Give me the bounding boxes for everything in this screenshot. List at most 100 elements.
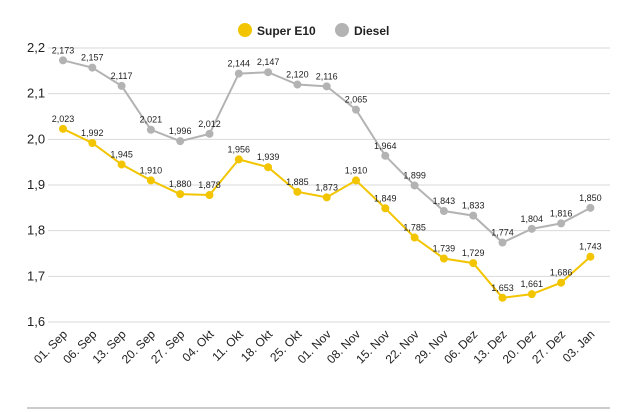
data-point-super-e10 [176, 190, 185, 199]
data-label-super-e10: 1,992 [81, 128, 104, 138]
data-label-diesel: 2,144 [228, 59, 251, 69]
data-label-diesel: 2,065 [345, 95, 368, 105]
data-point-diesel [88, 63, 97, 72]
data-point-super-e10 [527, 290, 536, 299]
data-point-diesel [498, 238, 507, 247]
x-tick-label: 18. Okt [238, 327, 276, 365]
data-point-super-e10 [205, 191, 214, 200]
data-label-diesel: 2,117 [111, 71, 133, 81]
data-point-super-e10 [586, 252, 595, 261]
data-label-diesel: 2,012 [198, 119, 221, 129]
legend-item-super-e10: Super E10 [238, 23, 316, 38]
y-tick-label: 2,1 [27, 86, 45, 101]
data-point-super-e10 [322, 193, 331, 202]
data-label-super-e10: 1,661 [521, 279, 544, 289]
data-label-super-e10: 1,910 [345, 165, 368, 175]
legend-label: Super E10 [257, 24, 316, 38]
data-label-diesel: 1,996 [169, 126, 192, 136]
data-label-super-e10: 1,956 [228, 144, 251, 154]
data-label-super-e10: 2,023 [52, 114, 75, 124]
data-point-diesel [59, 56, 67, 65]
data-point-diesel [439, 207, 448, 216]
data-label-diesel: 2,120 [286, 70, 309, 80]
data-label-super-e10: 1,785 [403, 223, 426, 233]
data-point-diesel [557, 219, 566, 228]
legend-swatch [238, 23, 252, 37]
data-point-diesel [527, 224, 536, 233]
legend-swatch [335, 23, 349, 37]
x-tick-label: 04. Okt [179, 327, 217, 365]
data-label-diesel: 1,833 [462, 201, 485, 211]
data-label-super-e10: 1,880 [169, 179, 192, 189]
data-point-diesel [410, 181, 419, 190]
data-label-diesel: 1,964 [374, 141, 397, 151]
data-label-diesel: 1,816 [550, 208, 573, 218]
data-point-diesel [469, 211, 478, 220]
data-label-diesel: 2,157 [81, 53, 104, 63]
data-point-diesel [352, 105, 360, 114]
data-point-diesel [176, 137, 185, 146]
y-tick-label: 1,8 [27, 223, 45, 238]
data-label-super-e10: 1,910 [140, 165, 163, 175]
y-tick-label: 1,7 [27, 268, 45, 283]
series-line-super-e10 [62, 127, 592, 299]
data-label-diesel: 1,804 [521, 214, 544, 224]
data-point-super-e10 [352, 176, 360, 185]
legend-label: Diesel [354, 24, 389, 38]
data-point-super-e10 [264, 163, 273, 172]
x-tick-label: 03. Jan [560, 327, 598, 365]
series-layer: 2,023 1,992 1,945 1,910 1,880 1,878 1,956 1,939… [52, 45, 602, 302]
data-label-diesel: 1,899 [403, 170, 426, 180]
y-tick-label: 1,9 [27, 177, 45, 192]
data-point-super-e10 [410, 233, 419, 242]
data-label-super-e10: 1,739 [433, 244, 456, 254]
data-point-diesel [586, 203, 595, 212]
data-label-super-e10: 1,878 [198, 180, 221, 190]
y-tick-label: 2,2 [27, 40, 45, 55]
data-point-super-e10 [146, 176, 155, 185]
data-point-super-e10 [88, 138, 97, 147]
data-point-diesel [381, 151, 390, 160]
data-point-super-e10 [59, 124, 67, 133]
series-diesel: 2,173 2,157 2,117 2,021 1,996 2,012 2,144 2,147… [52, 45, 602, 247]
data-point-super-e10 [381, 204, 390, 213]
data-label-diesel: 2,116 [316, 71, 338, 81]
data-point-diesel [146, 125, 155, 134]
data-label-super-e10: 1,729 [462, 248, 485, 258]
data-point-super-e10 [557, 278, 566, 287]
data-point-diesel [205, 129, 214, 138]
data-label-super-e10: 1,885 [286, 177, 309, 187]
data-point-super-e10 [498, 293, 507, 302]
x-tick-label: 27. Dez [529, 327, 568, 366]
data-point-diesel [117, 81, 126, 90]
data-label-super-e10: 1,873 [315, 182, 338, 192]
data-point-super-e10 [234, 155, 243, 164]
y-gridlines [48, 47, 610, 323]
data-label-diesel: 2,173 [52, 45, 75, 55]
data-label-super-e10: 1,653 [491, 283, 514, 293]
data-point-diesel [293, 80, 302, 89]
data-label-super-e10: 1,686 [550, 268, 573, 278]
data-point-diesel [234, 69, 243, 78]
data-label-diesel: 2,147 [257, 57, 280, 67]
data-label-diesel: 1,850 [579, 193, 602, 203]
data-label-super-e10: 1,849 [374, 193, 397, 203]
data-label-diesel: 1,774 [491, 228, 514, 238]
data-label-super-e10: 1,743 [579, 242, 602, 252]
data-point-diesel [264, 68, 273, 77]
y-tick-label: 1,6 [27, 314, 45, 329]
chart-legend: Super E10 Diesel [238, 23, 389, 38]
legend-item-diesel: Diesel [335, 23, 389, 38]
data-point-super-e10 [117, 160, 126, 169]
y-axis-tick-labels: 1,6 1,7 1,8 1,9 2,0 2,1 2,2 [27, 40, 45, 329]
data-point-super-e10 [439, 254, 448, 263]
data-point-diesel [322, 82, 331, 91]
data-point-super-e10 [469, 259, 478, 268]
data-label-diesel: 2,021 [140, 115, 163, 125]
data-label-super-e10: 1,939 [257, 152, 280, 162]
y-tick-label: 2,0 [27, 131, 45, 146]
x-tick-label: 27. Sep [148, 327, 187, 366]
data-label-diesel: 1,843 [433, 196, 456, 206]
